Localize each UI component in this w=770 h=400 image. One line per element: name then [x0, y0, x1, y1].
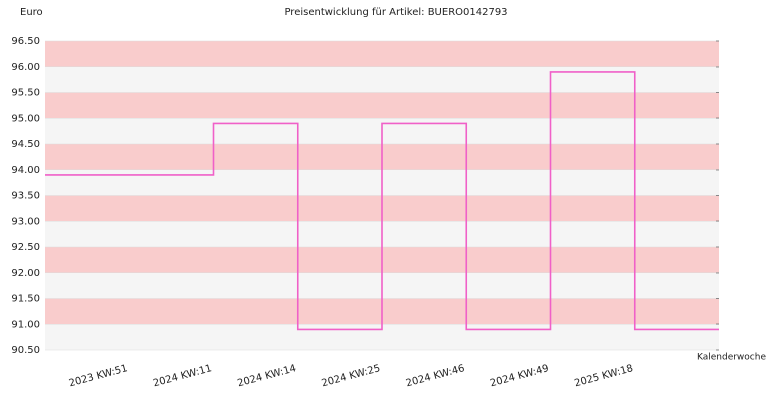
band — [45, 41, 719, 67]
x-axis-label: Kalenderwoche — [697, 353, 766, 363]
y-tick-label: 90.50 — [11, 345, 40, 356]
y-tick-label: 93.00 — [11, 216, 40, 227]
y-tick-label: 94.00 — [11, 165, 40, 176]
price-line — [45, 71, 719, 331]
x-tick-label: 2024 KW:49 — [489, 363, 550, 389]
y-axis-label: Euro — [20, 7, 43, 18]
x-tick-label: 2023 KW:51 — [68, 363, 129, 389]
y-tick-label: 93.50 — [11, 191, 40, 202]
x-tick-label: 2024 KW:14 — [236, 363, 297, 389]
y-tick-label: 94.50 — [11, 139, 40, 150]
y-tick-label: 95.00 — [11, 113, 40, 124]
y-tick-label: 96.50 — [11, 36, 40, 47]
chart-title: Preisentwicklung für Artikel: BUERO01427… — [284, 7, 507, 18]
y-tick-label: 91.00 — [11, 319, 40, 330]
y-tick-label: 95.50 — [11, 88, 40, 99]
x-tick-label: 2024 KW:25 — [321, 363, 382, 389]
y-tick-label: 96.00 — [11, 62, 40, 73]
band — [45, 66, 719, 93]
y-tick-label: 92.00 — [11, 268, 40, 279]
y-tick-label: 92.50 — [11, 242, 40, 253]
band — [45, 92, 719, 119]
x-tick-label: 2024 KW:46 — [405, 363, 466, 389]
x-tick-label: 2025 KW:18 — [573, 363, 634, 389]
x-tick-label: 2024 KW:11 — [152, 363, 213, 389]
y-tick-label: 91.50 — [11, 294, 40, 305]
